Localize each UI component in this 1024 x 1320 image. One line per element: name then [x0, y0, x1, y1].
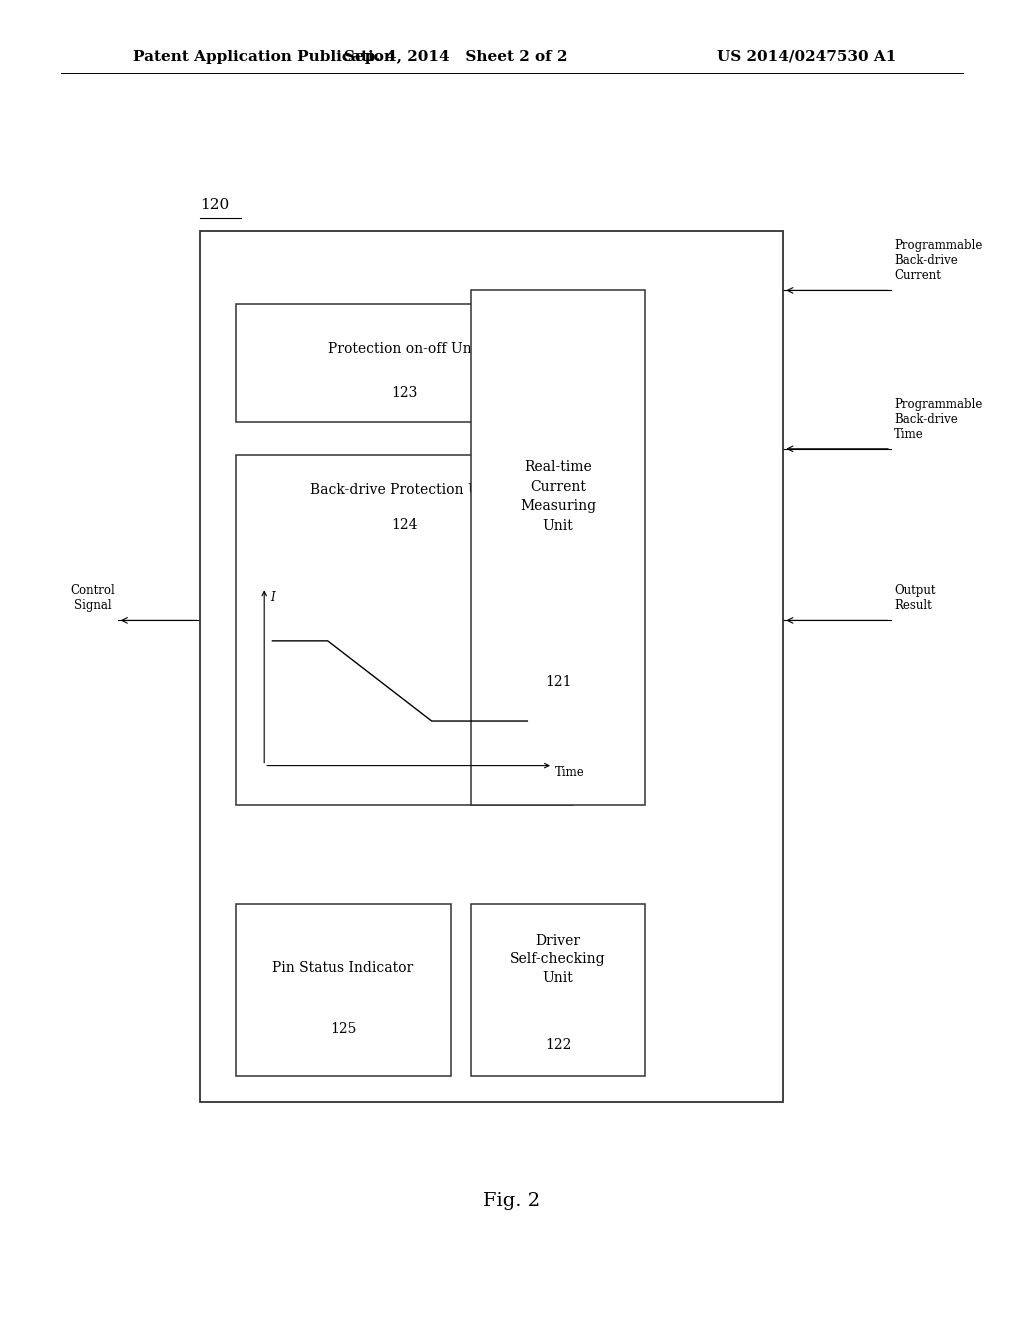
Text: Sep. 4, 2014   Sheet 2 of 2: Sep. 4, 2014 Sheet 2 of 2 [344, 50, 567, 63]
Text: I: I [270, 591, 275, 605]
Text: Protection on-off Unit: Protection on-off Unit [328, 342, 481, 356]
Text: Patent Application Publication: Patent Application Publication [133, 50, 395, 63]
Bar [200, 231, 783, 1102]
Bar [236, 904, 451, 1076]
Text: 123: 123 [391, 385, 418, 400]
Bar [236, 455, 573, 805]
Text: Fig. 2: Fig. 2 [483, 1192, 541, 1210]
Text: 125: 125 [330, 1023, 356, 1036]
Bar [471, 290, 645, 805]
Bar [471, 904, 645, 1076]
Text: 124: 124 [391, 519, 418, 532]
Text: Real-time
Current
Measuring
Unit: Real-time Current Measuring Unit [520, 461, 596, 532]
Text: Time: Time [555, 766, 585, 779]
Text: Pin Status Indicator: Pin Status Indicator [272, 961, 414, 974]
Text: 121: 121 [545, 675, 571, 689]
Text: Control
Signal: Control Signal [70, 585, 115, 612]
Text: Driver
Self-checking
Unit: Driver Self-checking Unit [510, 933, 606, 985]
Text: Programmable
Back-drive
Time: Programmable Back-drive Time [894, 397, 982, 441]
Text: 120: 120 [200, 198, 229, 211]
Text: US 2014/0247530 A1: US 2014/0247530 A1 [717, 50, 896, 63]
Text: Output
Result: Output Result [894, 585, 936, 612]
Text: Programmable
Back-drive
Current: Programmable Back-drive Current [894, 239, 982, 282]
Bar [236, 304, 573, 422]
Text: Back-drive Protection Unit: Back-drive Protection Unit [310, 483, 499, 498]
Text: 122: 122 [545, 1038, 571, 1052]
